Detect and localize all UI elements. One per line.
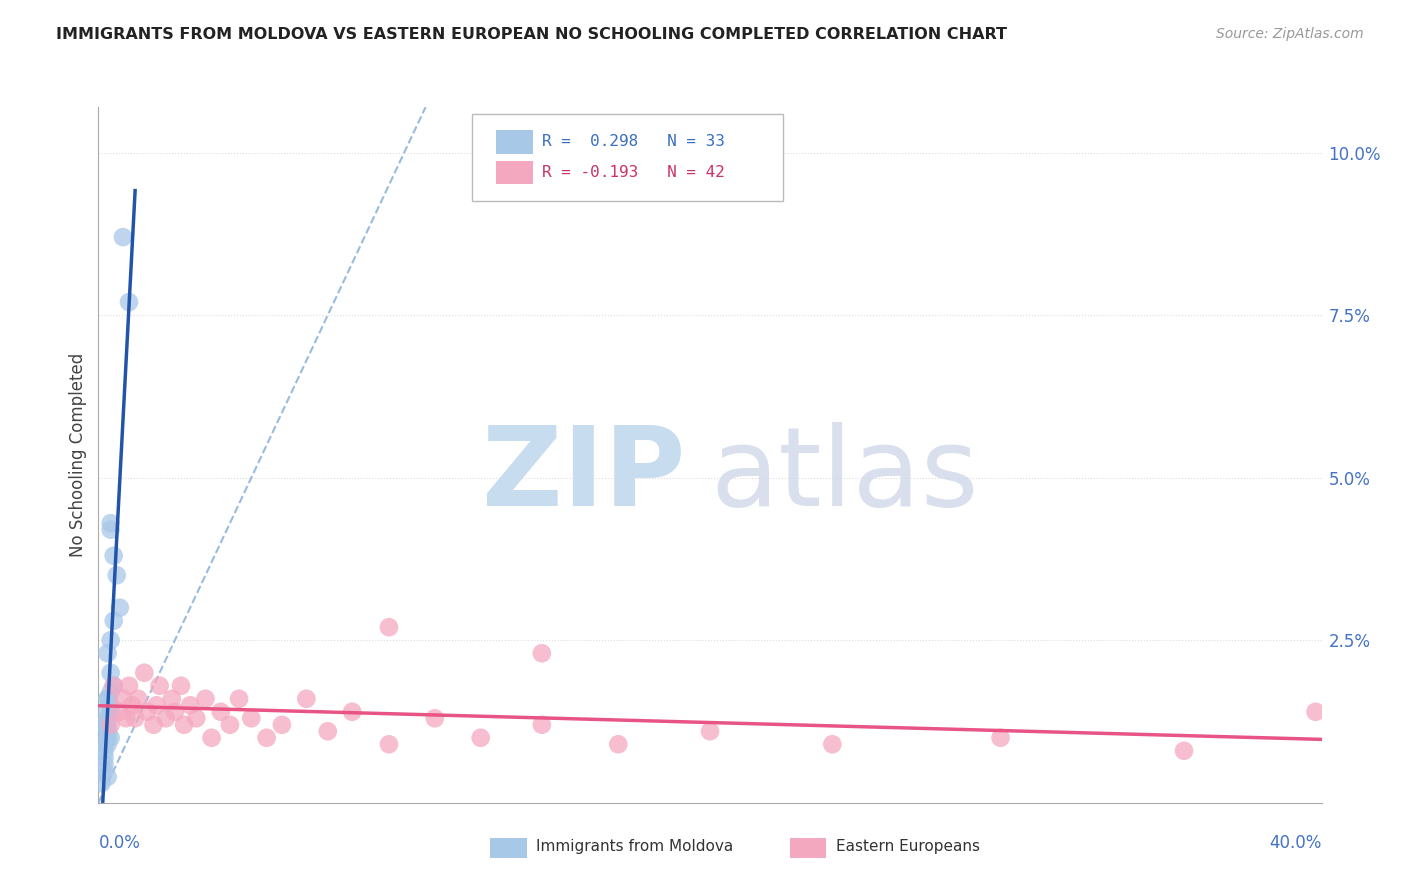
- Point: [118, 679, 141, 693]
- Point: [97, 705, 120, 719]
- Point: [97, 724, 120, 739]
- Point: [100, 731, 122, 745]
- Point: [699, 724, 721, 739]
- Text: Eastern Europeans: Eastern Europeans: [837, 839, 980, 855]
- Point: [100, 665, 122, 680]
- Point: [378, 620, 401, 634]
- Bar: [790, 838, 827, 858]
- Point: [93, 737, 115, 751]
- Point: [103, 679, 125, 693]
- Point: [118, 295, 141, 310]
- Text: Source: ZipAtlas.com: Source: ZipAtlas.com: [1216, 27, 1364, 41]
- Bar: [496, 130, 533, 153]
- Point: [530, 718, 553, 732]
- FancyBboxPatch shape: [471, 114, 783, 201]
- Point: [100, 718, 122, 732]
- Point: [470, 731, 492, 745]
- Point: [93, 744, 115, 758]
- Point: [108, 705, 131, 719]
- Point: [134, 665, 156, 680]
- Point: [1305, 705, 1327, 719]
- Point: [990, 731, 1012, 745]
- Point: [93, 756, 115, 771]
- Point: [90, 776, 112, 790]
- Point: [170, 679, 193, 693]
- Point: [342, 705, 364, 719]
- Point: [105, 568, 128, 582]
- Point: [97, 718, 120, 732]
- Point: [103, 614, 125, 628]
- Point: [97, 737, 120, 751]
- Bar: [496, 161, 533, 185]
- Point: [111, 691, 134, 706]
- Text: ZIP: ZIP: [482, 422, 686, 529]
- Point: [111, 230, 134, 244]
- Point: [127, 691, 149, 706]
- Point: [530, 646, 553, 660]
- Point: [124, 711, 146, 725]
- Point: [155, 711, 177, 725]
- Text: R =  0.298   N = 33: R = 0.298 N = 33: [543, 135, 725, 149]
- Point: [93, 750, 115, 764]
- Point: [100, 705, 122, 719]
- Point: [115, 711, 138, 725]
- Point: [228, 691, 250, 706]
- Point: [423, 711, 446, 725]
- Text: 0.0%: 0.0%: [98, 834, 141, 852]
- Text: R = -0.193   N = 42: R = -0.193 N = 42: [543, 165, 725, 180]
- Point: [173, 718, 195, 732]
- Y-axis label: No Schooling Completed: No Schooling Completed: [69, 353, 87, 557]
- Text: IMMIGRANTS FROM MOLDOVA VS EASTERN EUROPEAN NO SCHOOLING COMPLETED CORRELATION C: IMMIGRANTS FROM MOLDOVA VS EASTERN EUROP…: [56, 27, 1007, 42]
- Bar: [489, 838, 526, 858]
- Point: [97, 731, 120, 745]
- Point: [142, 718, 165, 732]
- Point: [160, 691, 183, 706]
- Point: [209, 705, 232, 719]
- Point: [93, 718, 115, 732]
- Point: [100, 516, 122, 531]
- Point: [240, 711, 263, 725]
- Point: [136, 705, 159, 719]
- Point: [200, 731, 222, 745]
- Point: [100, 698, 122, 713]
- Point: [97, 724, 120, 739]
- Point: [108, 600, 131, 615]
- Point: [149, 679, 172, 693]
- Point: [97, 646, 120, 660]
- Text: atlas: atlas: [710, 422, 979, 529]
- Point: [378, 737, 401, 751]
- Point: [97, 711, 120, 725]
- Point: [295, 691, 318, 706]
- Point: [194, 691, 217, 706]
- Point: [270, 718, 292, 732]
- Point: [103, 679, 125, 693]
- Point: [97, 691, 120, 706]
- Point: [100, 633, 122, 648]
- Point: [607, 737, 630, 751]
- Point: [100, 685, 122, 699]
- Point: [179, 698, 201, 713]
- Point: [256, 731, 278, 745]
- Point: [97, 770, 120, 784]
- Point: [186, 711, 208, 725]
- Text: Immigrants from Moldova: Immigrants from Moldova: [536, 839, 734, 855]
- Point: [121, 698, 143, 713]
- Point: [93, 764, 115, 778]
- Point: [100, 523, 122, 537]
- Point: [1173, 744, 1195, 758]
- Point: [219, 718, 242, 732]
- Point: [316, 724, 339, 739]
- Point: [163, 705, 186, 719]
- Point: [821, 737, 844, 751]
- Text: 40.0%: 40.0%: [1270, 834, 1322, 852]
- Point: [103, 549, 125, 563]
- Point: [145, 698, 167, 713]
- Point: [97, 691, 120, 706]
